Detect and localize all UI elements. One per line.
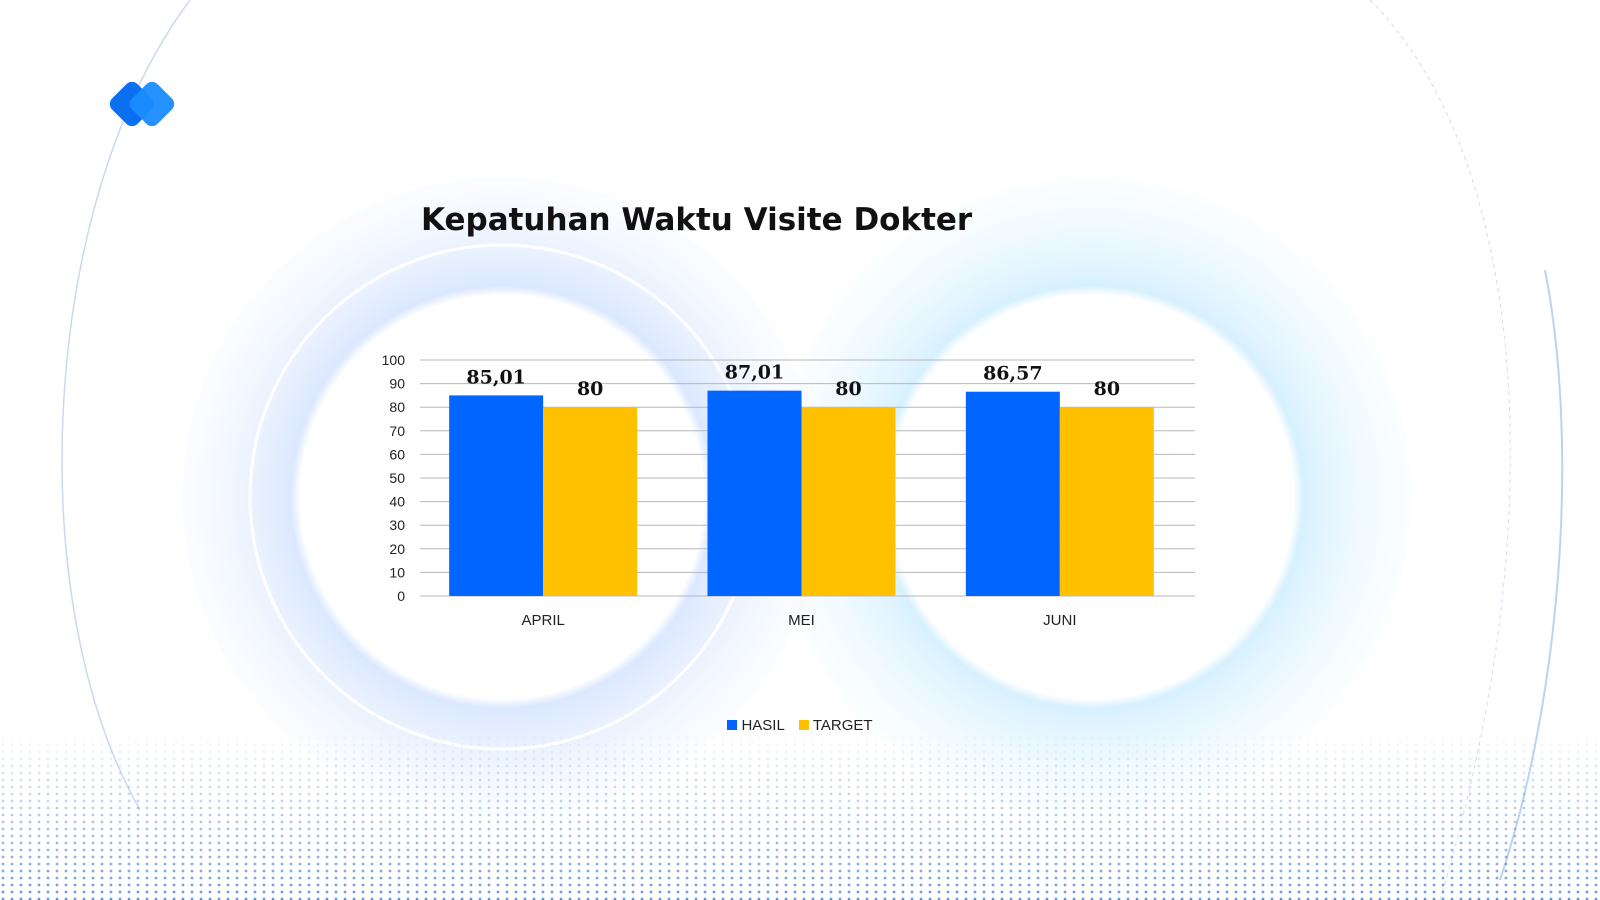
y-tick-label: 60	[389, 446, 405, 462]
data-label-hasil-april: 85,01	[466, 366, 526, 388]
bar-hasil-juni[interactable]	[965, 391, 1060, 596]
x-tick-label: MEI	[788, 612, 815, 629]
legend-item-hasil[interactable]: HASIL	[727, 715, 785, 735]
chart-legend: HASIL TARGET	[0, 715, 1600, 735]
bars	[449, 390, 1154, 596]
y-tick-label: 100	[382, 352, 406, 368]
y-tick-label: 90	[389, 376, 405, 392]
data-label-target-april: 80	[577, 378, 603, 400]
y-tick-label: 80	[389, 399, 405, 415]
y-tick-label: 20	[389, 541, 405, 557]
legend-item-target[interactable]: TARGET	[798, 715, 873, 735]
y-tick-label: 70	[389, 423, 405, 439]
bar-target-mei[interactable]	[801, 407, 896, 596]
bar-hasil-mei[interactable]	[707, 390, 802, 596]
y-tick-label: 30	[389, 517, 405, 533]
chart-title: Kepatuhan Waktu Visite Dokter	[421, 202, 973, 238]
bar-target-april[interactable]	[543, 407, 638, 596]
brand-logo	[109, 81, 175, 127]
legend-swatch-target	[798, 720, 809, 730]
y-tick-label: 10	[389, 564, 405, 580]
y-axis-ticks: 0 10 20 30 40 50 60 70 80 90 100	[382, 352, 406, 604]
legend-swatch-hasil	[727, 720, 738, 730]
bar-chart: 0 10 20 30 40 50 60 70 80 90 100 85,01 80 87,01 80 86,…	[382, 352, 1195, 629]
x-tick-label: JUNI	[1043, 612, 1076, 629]
logo-diamond-front	[129, 81, 175, 127]
data-label-target-mei: 80	[835, 378, 861, 400]
y-tick-label: 50	[389, 470, 405, 486]
bar-target-juni[interactable]	[1059, 407, 1154, 596]
x-tick-label: APRIL	[521, 612, 564, 629]
data-label-hasil-mei: 87,01	[725, 362, 785, 384]
data-labels: 85,01 80 87,01 80 86,57 80	[466, 362, 1120, 401]
y-tick-label: 40	[389, 494, 405, 510]
data-label-target-juni: 80	[1094, 378, 1120, 400]
y-tick-label: 0	[397, 588, 405, 604]
legend-label-hasil: HASIL	[741, 716, 785, 734]
legend-label-target: TARGET	[812, 716, 873, 734]
data-label-hasil-juni: 86,57	[983, 363, 1042, 385]
x-axis-ticks: APRIL MEI JUNI	[521, 612, 1076, 629]
bar-hasil-april[interactable]	[449, 395, 544, 596]
